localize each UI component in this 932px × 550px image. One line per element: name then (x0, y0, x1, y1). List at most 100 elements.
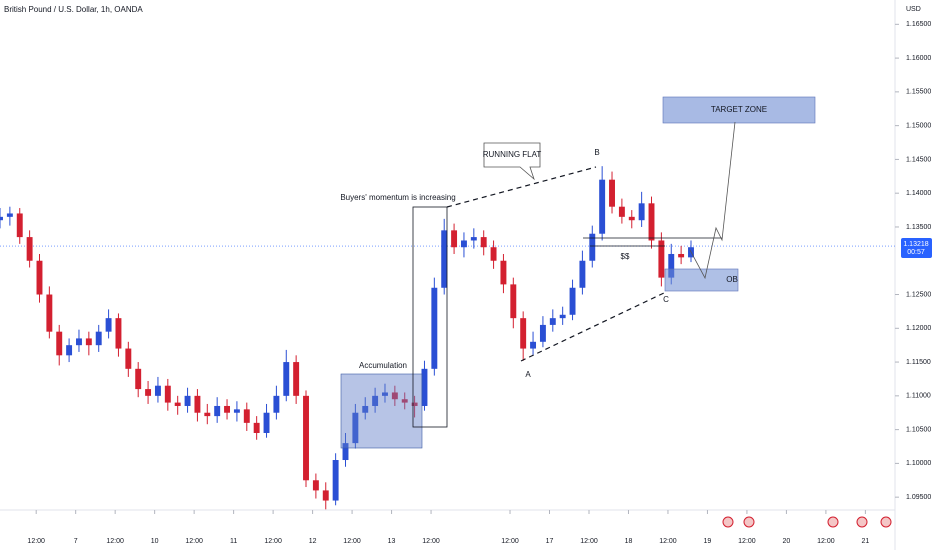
y-tick-label: 1.13500 (906, 224, 931, 231)
candle-body (451, 230, 458, 248)
x-tick-label: 12:00 (264, 538, 282, 545)
x-tick-label: 12:00 (738, 538, 756, 545)
y-tick-label: 1.16500 (906, 21, 931, 28)
candle-body (36, 260, 43, 295)
candle-body (549, 318, 556, 325)
candle-body (500, 260, 507, 285)
x-tick-label: 7 (74, 538, 78, 545)
candle-body (401, 399, 408, 403)
candle-body (322, 490, 329, 501)
candle-body (648, 203, 655, 241)
upper-trend-line (446, 166, 597, 208)
y-tick-label: 1.15500 (906, 89, 931, 96)
candle-body (164, 385, 171, 403)
candle-body (184, 395, 191, 406)
wave-label: B (594, 148, 599, 157)
candle-body (0, 216, 3, 221)
event-icon (722, 516, 734, 528)
event-icon (743, 516, 755, 528)
candle-body (569, 287, 576, 315)
candle-body (362, 405, 369, 413)
candle-body (480, 237, 487, 248)
candle-body (194, 395, 201, 413)
candle-body (66, 345, 73, 356)
y-tick-label: 1.12500 (906, 291, 931, 298)
candle-body (530, 341, 537, 349)
candle-body (470, 237, 477, 241)
candle-body (391, 392, 398, 400)
candle-body (510, 284, 517, 319)
x-tick-label: 12:00 (817, 538, 835, 545)
callout-box (483, 142, 541, 181)
candle-body (293, 362, 300, 396)
x-tick-label: 12:00 (422, 538, 440, 545)
candle-body (668, 253, 675, 278)
candle-body (273, 395, 280, 413)
annotation: Buyers' momentum is increasing (340, 193, 455, 202)
candle-body (628, 216, 635, 221)
candle-body (352, 412, 359, 444)
candle-body (154, 385, 161, 396)
countdown-label: 00:57 (907, 249, 925, 256)
candle-body (253, 422, 260, 433)
annotation: OB (726, 275, 738, 284)
y-tick-label: 1.10500 (906, 426, 931, 433)
candle-body (46, 294, 53, 332)
y-tick-label: 1.14000 (906, 190, 931, 197)
candle-body (283, 362, 290, 396)
candle-body (678, 253, 685, 258)
candle-body (6, 213, 13, 217)
candle-body (263, 412, 270, 433)
annotation: TARGET ZONE (711, 105, 767, 114)
x-tick-label: 11 (230, 538, 237, 545)
candle-body (312, 480, 319, 491)
candle-body (460, 240, 467, 248)
candle-body (214, 405, 221, 417)
candle-body (76, 338, 82, 346)
y-tick-label: 1.14500 (906, 156, 931, 163)
candle-body (224, 405, 231, 413)
annotation: $$ (621, 252, 630, 261)
chart-title: British Pound / U.S. Dollar, 1h, OANDA (4, 5, 143, 14)
last-price-tag (901, 238, 932, 259)
annotation: RUNNING FLAT (483, 150, 542, 159)
candle-body (441, 230, 448, 288)
event-icon (827, 516, 839, 528)
y-tick-label: 1.15000 (906, 122, 931, 129)
currency-label: USD (906, 6, 921, 13)
candle-body (204, 412, 211, 417)
x-tick-label: 13 (388, 538, 396, 545)
candle-body (421, 368, 428, 406)
projection-path (689, 121, 736, 280)
candle-body (26, 237, 33, 261)
candle-body (145, 389, 152, 396)
candle-body (599, 179, 606, 234)
x-tick-label: 12:00 (659, 538, 677, 545)
candle-body (95, 331, 102, 346)
y-tick-label: 1.09500 (906, 494, 931, 501)
candle-body (85, 338, 92, 346)
event-icon (880, 516, 892, 528)
candle-body (411, 402, 418, 406)
candle-body (579, 260, 586, 288)
candle-body (520, 318, 527, 349)
accumulation-box (340, 373, 423, 449)
x-tick-label: 21 (861, 538, 869, 545)
candle-body (539, 324, 546, 342)
y-tick-label: 1.11500 (906, 359, 931, 366)
candle-body (303, 395, 309, 481)
y-tick-label: 1.12000 (906, 325, 931, 332)
candle-body (589, 233, 596, 261)
last-price-label: 1.13218 (903, 241, 928, 248)
candle-body (638, 203, 645, 221)
x-tick-label: 12:00 (501, 538, 519, 545)
event-icons (722, 516, 892, 528)
candle-body (332, 460, 339, 501)
candle-body (233, 409, 240, 413)
candle-body (609, 179, 615, 207)
wave-label: C (663, 295, 669, 304)
candle-body (372, 395, 379, 406)
candle-body (382, 392, 388, 396)
